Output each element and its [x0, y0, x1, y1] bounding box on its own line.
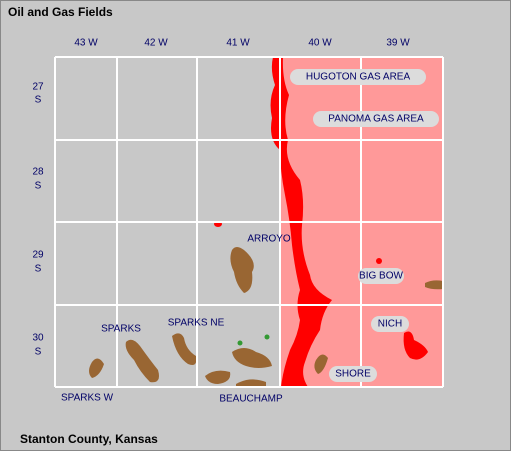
- field-shape: [403, 331, 428, 360]
- label-pill: [371, 316, 409, 332]
- row-number: 28: [32, 167, 44, 178]
- column-label: 43 W: [74, 38, 98, 49]
- label-pill: [329, 366, 377, 382]
- field-shape: [236, 379, 266, 387]
- field-label: SHORE: [335, 369, 371, 380]
- grid: [54, 56, 444, 388]
- field-shape: [230, 247, 254, 293]
- row-direction: S: [35, 181, 42, 192]
- field-label: BEAUCHAMP: [219, 394, 283, 405]
- row-number: 27: [32, 82, 44, 93]
- field-shape: [237, 340, 243, 346]
- label-pill: [358, 268, 404, 284]
- field-label: SPARKS NE: [168, 318, 225, 329]
- field-shape: [264, 334, 270, 340]
- field-shape: [232, 348, 272, 368]
- footer: Stanton County, Kansas: [20, 432, 158, 446]
- label-pill: [290, 69, 426, 85]
- field-shape: [205, 370, 231, 384]
- field-label: BIG BOW: [359, 271, 403, 282]
- field-shape: [89, 358, 104, 378]
- field-shape: [125, 339, 159, 383]
- field-shape: [376, 258, 382, 264]
- title: Oil and Gas Fields: [8, 5, 113, 19]
- row-number: 30: [32, 333, 44, 344]
- field-label: ARROYO: [247, 234, 291, 245]
- field-label: NICH: [378, 319, 402, 330]
- column-label: 42 W: [144, 38, 168, 49]
- field-label: SPARKS W: [61, 393, 114, 404]
- row-direction: S: [35, 95, 42, 106]
- field-shape: [172, 333, 197, 365]
- row-direction: S: [35, 264, 42, 275]
- column-label: 39 W: [386, 38, 410, 49]
- column-label: 40 W: [308, 38, 332, 49]
- field-label: PANOMA GAS AREA: [328, 114, 424, 125]
- field-shape: [425, 280, 443, 290]
- row-direction: S: [35, 347, 42, 358]
- row-number: 29: [32, 250, 44, 261]
- label-pill: [313, 111, 439, 127]
- field-shape: [314, 354, 328, 374]
- column-label: 41 W: [226, 38, 250, 49]
- field-label: SPARKS: [101, 324, 141, 335]
- field-label: HUGOTON GAS AREA: [306, 72, 411, 83]
